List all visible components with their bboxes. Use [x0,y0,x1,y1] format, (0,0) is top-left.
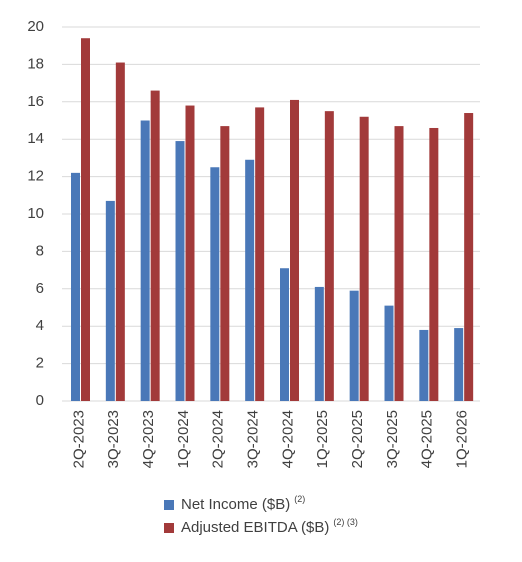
bar [349,290,359,401]
legend-label: Net Income ($B) (2) [181,494,305,513]
x-tick-label: 1Q-2024 [175,410,192,468]
y-tick-label: 10 [27,205,44,222]
bar [71,172,80,401]
legend-swatch [164,500,174,510]
bar [105,200,115,401]
bar [359,116,369,401]
legend-name: Net Income ($B) [181,496,290,513]
y-tick-label: 14 [27,130,44,147]
y-tick-label: 20 [27,18,44,35]
x-tick-label: 2Q-2024 [210,410,227,468]
y-tick-label: 0 [36,392,44,409]
bar [280,268,289,401]
y-tick-label: 2 [36,355,44,372]
x-tick-label: 4Q-2024 [279,410,296,468]
legend-footnote: (2) [294,494,305,504]
bar [394,126,404,402]
bar [175,141,185,401]
x-tick-label: 4Q-2025 [419,410,436,468]
bar [314,286,324,401]
bar [210,167,220,401]
y-tick-label: 12 [27,168,44,185]
y-tick-label: 8 [36,242,44,259]
bar [255,107,265,401]
x-tick-label: 3Q-2025 [384,410,401,468]
bar [464,113,474,402]
y-tick-label: 4 [36,317,44,334]
bar [324,111,334,402]
bar [140,120,150,401]
x-tick-label: 4Q-2023 [140,410,157,468]
bar [115,62,125,401]
x-tick-label: 3Q-2024 [245,410,262,468]
legend-name: Adjusted EBITDA ($B) [181,519,329,536]
bar [419,329,429,401]
bar [81,38,90,401]
x-tick-label: 1Q-2025 [314,410,331,468]
x-tick-label: 2Q-2023 [70,410,87,468]
legend-label: Adjusted EBITDA ($B) (2) (3) [181,517,358,536]
legend-swatch [164,523,174,533]
bar [185,105,195,401]
bar [220,126,230,402]
bar [290,99,299,402]
legend-footnote: (2) (3) [333,517,358,527]
x-tick-label: 2Q-2025 [349,410,366,468]
bar [454,328,464,401]
y-tick-label: 18 [27,55,44,72]
y-tick-label: 6 [36,280,44,297]
y-tick-label: 16 [27,93,44,110]
bar [384,305,394,401]
bar [429,127,439,401]
x-tick-label: 3Q-2023 [105,410,122,468]
bar [245,159,255,401]
x-tick-label: 1Q-2026 [454,410,471,468]
bar [150,90,160,401]
